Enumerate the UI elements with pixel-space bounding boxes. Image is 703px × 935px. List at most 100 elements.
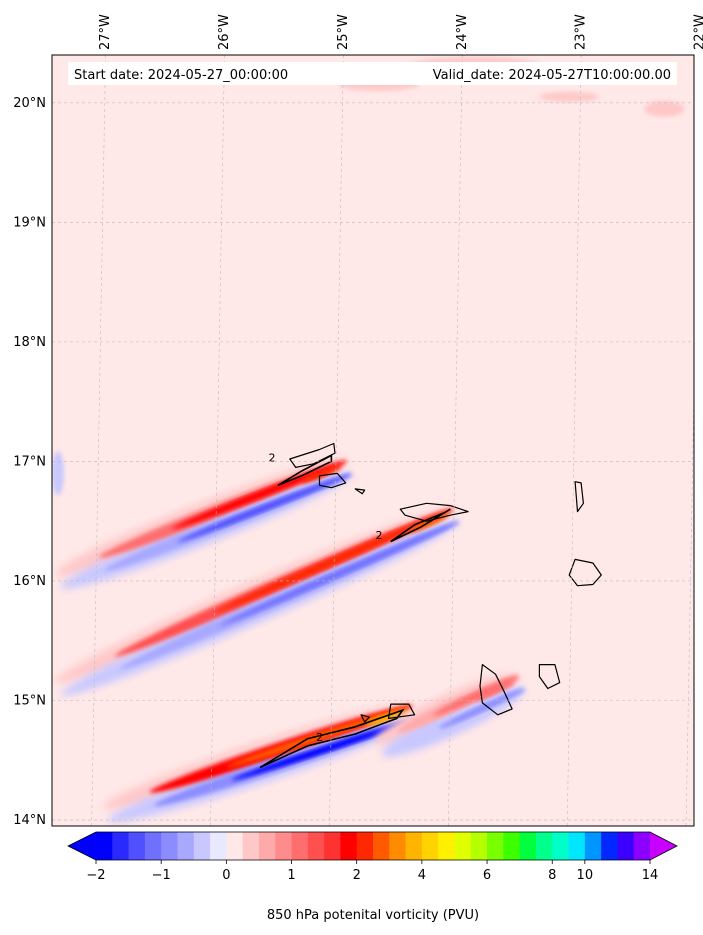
- meridian-gridline: [447, 55, 463, 826]
- colorbar-tick-label: 6: [483, 868, 491, 883]
- pv-field: [52, 56, 685, 823]
- colorbar-extend-max: [650, 832, 677, 860]
- colorbar-segment: [487, 832, 504, 860]
- colorbar-segment: [405, 832, 423, 860]
- island-coastline: [387, 703, 416, 719]
- colorbar-segment: [340, 832, 358, 860]
- island-coastline: [399, 502, 469, 522]
- colorbar-segment: [470, 832, 488, 860]
- y-tick-label: 14°N: [13, 813, 46, 828]
- colorbar-segment: [535, 832, 553, 860]
- colorbar-tick-label: 10: [577, 868, 594, 883]
- gridlines: [52, 55, 694, 826]
- x-tick-label: 25°W: [336, 14, 351, 50]
- island-coastline: [360, 714, 370, 723]
- colorbar-tick-label: 4: [418, 868, 426, 883]
- wake-maio-peak: [474, 681, 515, 701]
- north-edge-patch: [539, 91, 600, 102]
- colorbar-segment: [633, 832, 651, 860]
- pv-contour: [259, 708, 405, 769]
- island-coastline: [289, 442, 336, 468]
- x-tick-label: 22°W: [693, 14, 703, 50]
- y-tick-label: 19°N: [13, 215, 46, 230]
- colorbar-tick-label: 0: [222, 868, 230, 883]
- colorbar-segment: [438, 832, 455, 860]
- wake-sao-nicolau: [55, 507, 460, 696]
- colorbar-segment: [96, 832, 113, 860]
- title-background: [68, 62, 677, 85]
- island-coastline: [538, 664, 561, 690]
- colorbar-segment: [389, 832, 406, 860]
- colorbar-tick-label: 8: [548, 868, 556, 883]
- coastlines: [289, 442, 602, 723]
- pv-background: [52, 55, 694, 826]
- colorbar-segment: [226, 832, 244, 860]
- colorbar-segment: [242, 832, 260, 860]
- colorbar-extend-min: [68, 832, 96, 860]
- y-tick-label: 20°N: [13, 96, 46, 111]
- colorbar-segment: [161, 832, 178, 860]
- colorbar-segment: [552, 832, 569, 860]
- colorbar-segment: [421, 832, 439, 860]
- colorbar-segment: [568, 832, 586, 860]
- island-coastline: [568, 558, 602, 587]
- colorbar-segment: [601, 832, 618, 860]
- meridian-gridline: [329, 55, 344, 826]
- wake-santo-antao-peak: [300, 465, 342, 483]
- contour-label: 2: [316, 731, 323, 744]
- colorbar-tick-label: 14: [642, 868, 659, 883]
- colorbar-segment: [144, 832, 162, 860]
- y-tick-label: 18°N: [13, 335, 46, 350]
- wake-santiago-fogo-peak: [365, 710, 408, 726]
- map-panel: 2 2 2: [51, 54, 695, 827]
- colorbar-segment: [356, 832, 374, 860]
- meridian-gridline: [685, 371, 694, 826]
- x-tick-label: 23°W: [574, 14, 589, 50]
- colorbar-tick-label: 1: [287, 868, 295, 883]
- x-tick-label: 27°W: [98, 14, 113, 50]
- west-edge-patch: [52, 451, 64, 496]
- island-coastline: [318, 472, 347, 489]
- colorbar-segment: [503, 832, 521, 860]
- colorbar-segment: [112, 832, 129, 860]
- colorbar-tick-label: −1: [152, 868, 171, 883]
- colorbar-segment: [307, 832, 325, 860]
- colorbar-segment: [617, 832, 635, 860]
- pv-contour: [390, 508, 451, 543]
- island-coastline: [574, 481, 584, 513]
- y-tick-label: 16°N: [13, 574, 46, 589]
- wake-maio: [375, 673, 525, 757]
- title-box: Start date: 2024-05-27_00:00:00 Valid_da…: [68, 62, 677, 85]
- colorbar-segment: [193, 832, 211, 860]
- y-tick-label: 17°N: [13, 454, 46, 469]
- colorbar-segment: [291, 832, 309, 860]
- x-tick-label: 24°W: [455, 14, 470, 50]
- meridian-gridline: [210, 55, 225, 826]
- valid-date-label: Valid_date: 2024-05-27T10:00:00.00: [433, 68, 671, 83]
- pv-contour: [277, 454, 333, 487]
- x-axis-ticks: 27°W 26°W 25°W 24°W 23°W 22°W: [98, 14, 703, 50]
- colorbar-label: 850 hPa potenital vorticity (PVU): [267, 908, 479, 923]
- colorbar-segment: [519, 832, 537, 860]
- colorbar-tick-label: −2: [86, 868, 105, 883]
- colorbar-segment: [275, 832, 292, 860]
- y-tick-label: 15°N: [13, 693, 46, 708]
- colorbar-segment: [324, 832, 341, 860]
- island-coastline: [479, 664, 513, 716]
- colorbar-segment: [373, 832, 390, 860]
- y-axis-ticks: 14°N 15°N 16°N 17°N 18°N 19°N 20°N: [13, 96, 46, 828]
- colorbar-segment: [454, 832, 472, 860]
- colorbar-tick-label: 2: [353, 868, 361, 883]
- start-date-label: Start date: 2024-05-27_00:00:00: [74, 68, 288, 83]
- colorbar: −2 −1 0 1 2 4 6 8 10 14: [67, 831, 678, 883]
- meridian-gridline: [91, 55, 106, 826]
- colorbar-segment: [258, 832, 276, 860]
- colorbar-segment: [584, 832, 602, 860]
- north-edge-patch: [644, 100, 685, 117]
- contour-label: 2: [375, 529, 382, 542]
- colorbar-segment: [177, 832, 195, 860]
- x-tick-label: 26°W: [217, 14, 232, 50]
- pv-2-contours: 2 2 2: [259, 451, 451, 769]
- colorbar-segment: [128, 832, 146, 860]
